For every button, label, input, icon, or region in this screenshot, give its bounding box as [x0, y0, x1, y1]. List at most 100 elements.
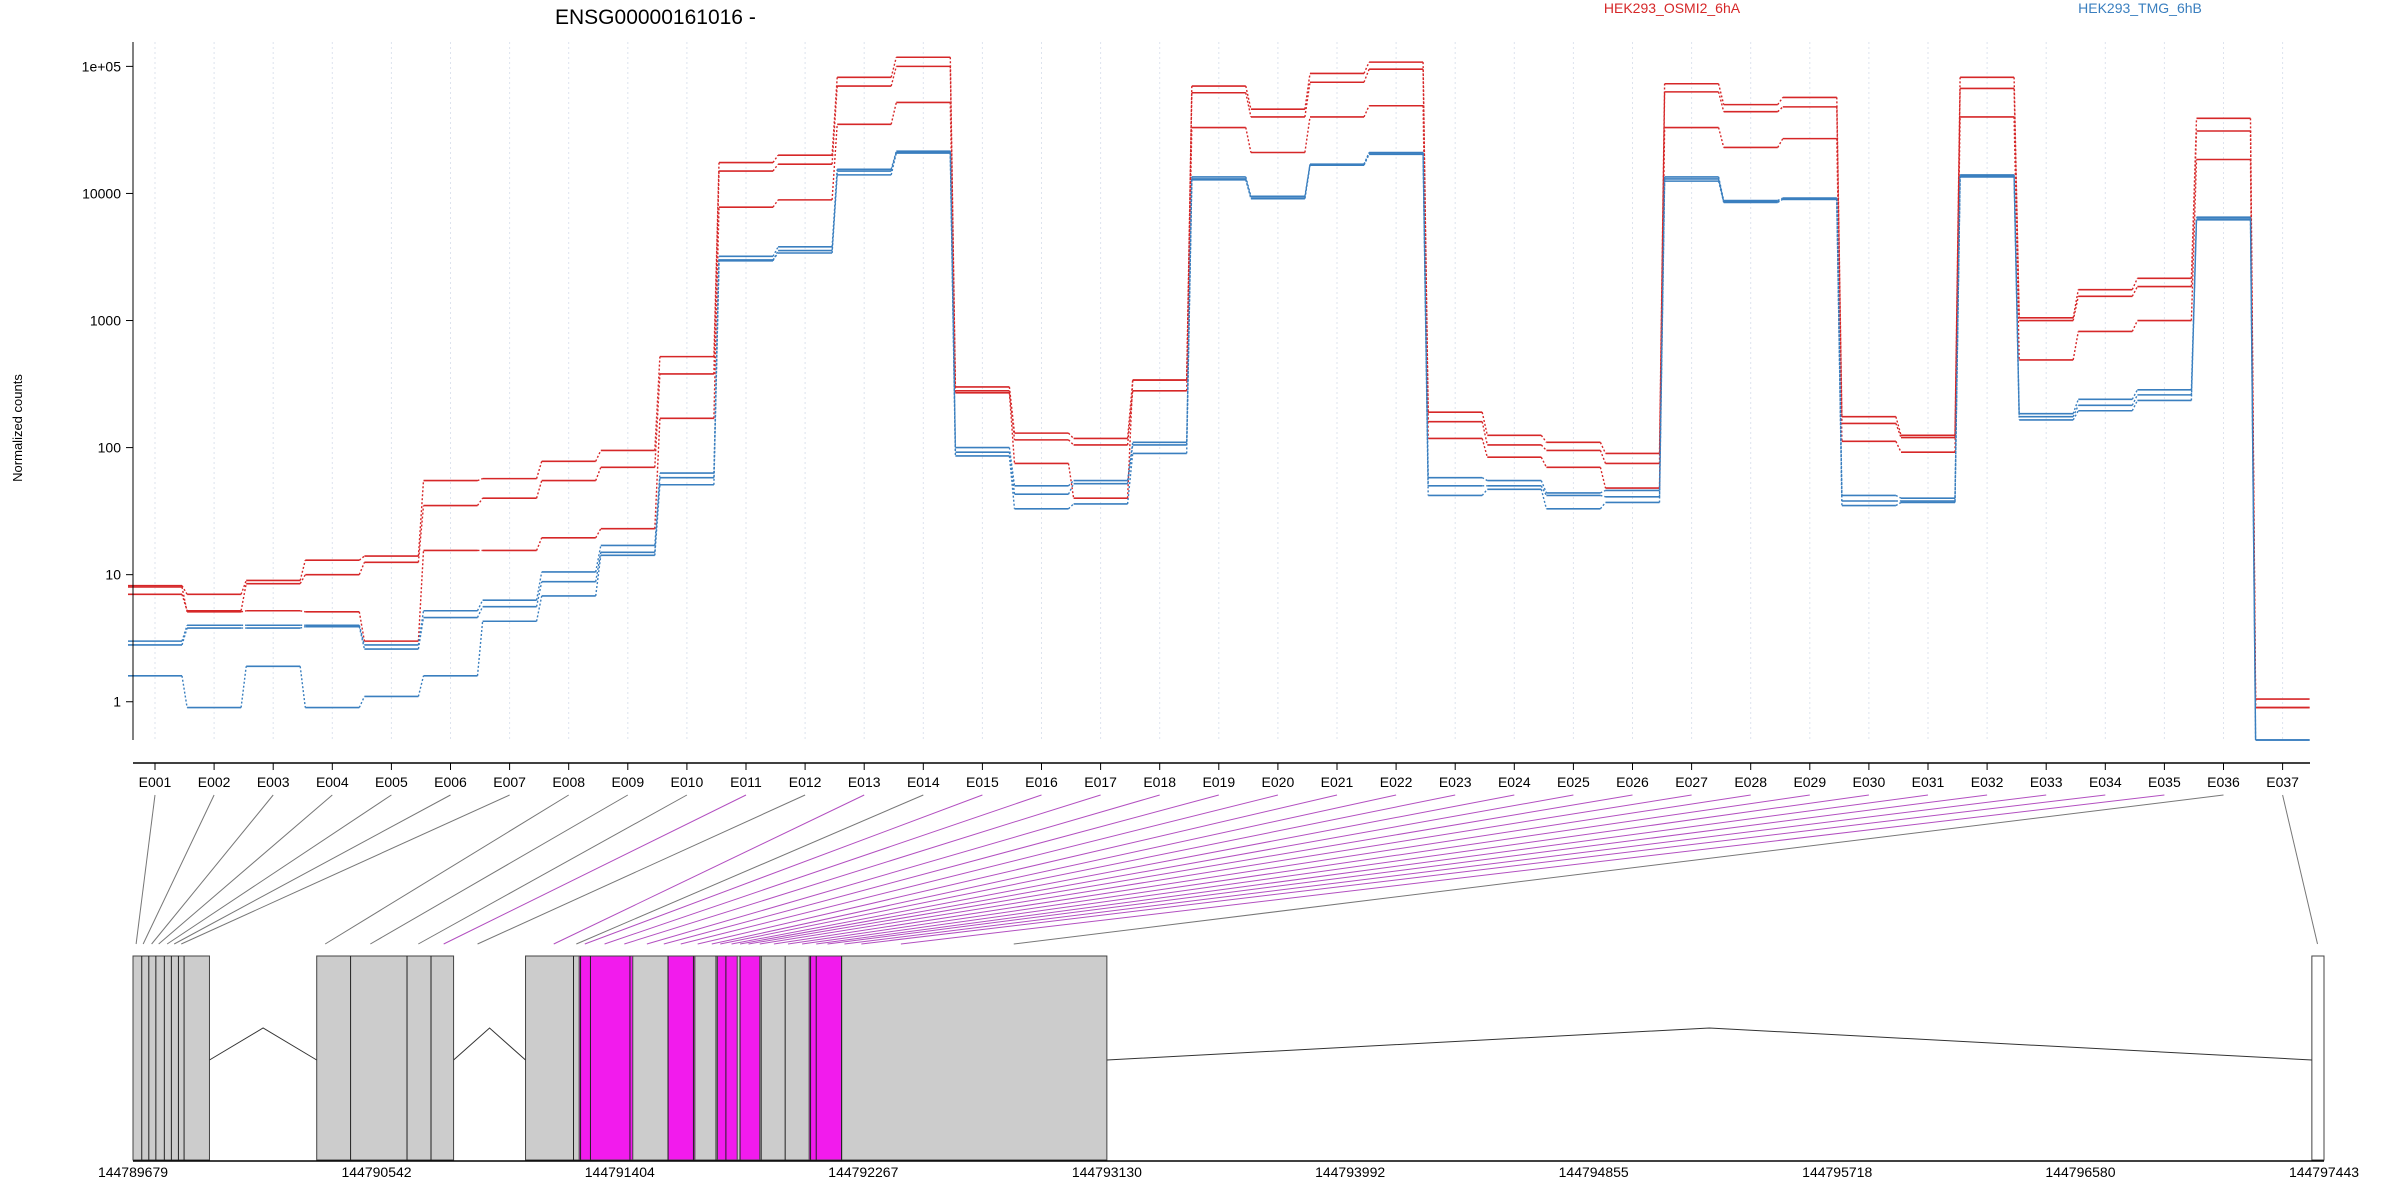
x-tick-label: E001 [139, 774, 172, 790]
connector-segment [2072, 410, 2079, 421]
connector-segment [1067, 463, 1075, 499]
x-tick-label: E009 [611, 774, 644, 790]
connector-segment [181, 585, 188, 595]
connector-segment [713, 259, 720, 485]
connector-segment [595, 545, 602, 573]
highlighted-exon-region [667, 955, 696, 1161]
x-tick-label: E017 [1084, 774, 1117, 790]
connector-segment [772, 252, 779, 261]
intron [209, 1027, 317, 1061]
exon-connector-E029 [787, 794, 1810, 945]
y-tick-label: 10000 [82, 185, 121, 201]
connector-segment [1304, 116, 1311, 153]
coordinate-tick-label: 144790542 [341, 1164, 411, 1180]
connector-segment [358, 611, 366, 642]
connector-segment [1836, 138, 1843, 442]
connector-segment [476, 497, 484, 506]
connector-segment [417, 480, 425, 557]
x-tick-label: E012 [789, 774, 822, 790]
x-tick-label: E007 [493, 774, 526, 790]
exon-connector-E016 [604, 794, 1042, 945]
connector-segment [1067, 483, 1075, 495]
coordinate-tick-label: 144797443 [2289, 1164, 2359, 1180]
connector-segment [1363, 61, 1370, 74]
connector-segment [772, 199, 779, 208]
exon-connector-E010 [418, 794, 688, 945]
exon-connector-E014 [576, 794, 924, 945]
x-tick-label: E029 [1793, 774, 1826, 790]
connector-segment [1600, 494, 1606, 498]
connector-segment [1599, 450, 1607, 464]
connector-segment [476, 599, 484, 612]
connector-segment [1540, 456, 1548, 468]
connector-segment [1186, 179, 1193, 454]
connector-segment [240, 610, 247, 613]
connector-segment [2072, 296, 2079, 321]
genomic-coordinate-axis: 144789679 144790542 144791404 144792267 1447… [98, 1160, 2359, 1180]
connector-segment [240, 583, 247, 611]
connector-segment [1717, 127, 1725, 148]
connector-segment [772, 163, 779, 172]
connector-segment [949, 153, 957, 456]
connector-segment [1304, 82, 1311, 118]
connector-segment [654, 418, 661, 529]
x-tick-label: E035 [2148, 774, 2181, 790]
series-4 [128, 150, 2310, 741]
exon-connector-E005 [166, 794, 392, 945]
connector-segment [1068, 503, 1075, 510]
connector-segment [890, 102, 897, 125]
legend-entry: HEK293_TMG_6hB [2078, 0, 2202, 16]
connector-segment [2249, 219, 2257, 741]
legend: HEK293_OSMI2_6hA HEK293_TMG_6hB [1604, 0, 2202, 16]
connector-segment [713, 171, 720, 374]
exon-connector-E006 [173, 794, 451, 945]
series-5 [128, 151, 2310, 741]
connector-segment [535, 537, 543, 551]
connector-segment [2131, 389, 2139, 400]
connector-segment [535, 595, 543, 622]
x-tick-label: E027 [1675, 774, 1708, 790]
exon-block [316, 955, 455, 1161]
connector-segment [1717, 91, 1725, 112]
exon-connector-E026 [748, 794, 1633, 945]
connector-segment [1008, 455, 1016, 509]
connector-segment [1363, 68, 1370, 83]
connector-segment [1540, 444, 1547, 451]
connector-segment [299, 574, 306, 584]
legend-entry: HEK293_OSMI2_6hA [1604, 0, 1741, 16]
x-tick-label: E034 [2089, 774, 2122, 790]
coordinate-tick-label: 144791404 [585, 1164, 655, 1180]
connector-segment [1540, 489, 1548, 509]
coordinate-tick-label: 144793130 [1072, 1164, 1142, 1180]
exon-connector-E022 [711, 794, 1397, 945]
connector-segment [535, 571, 543, 601]
x-tick-label: E025 [1557, 774, 1590, 790]
connector-segment [713, 207, 720, 419]
exon-connector-E001 [135, 794, 156, 945]
exon-connector-E028 [773, 794, 1751, 945]
intron [1106, 1027, 2312, 1061]
connector-segment [595, 467, 602, 481]
exon-connector-E024 [731, 794, 1515, 945]
connector-segment [1363, 152, 1370, 165]
connector-segment [300, 610, 306, 613]
connector-segment [2013, 175, 2020, 420]
exon-connector-E015 [584, 794, 983, 945]
connector-segment [949, 57, 957, 387]
exon-connector-E020 [680, 794, 1279, 945]
connector-segment [2131, 400, 2139, 412]
connector-segment [2072, 331, 2079, 361]
exon-connector-E023 [720, 794, 1456, 945]
x-axis: E001 E002 E003 E004 E005 E006 E007 E008 E009 E010… [133, 762, 2310, 790]
exon-connector-E013 [553, 794, 865, 945]
x-tick-label: E037 [2266, 774, 2299, 790]
connector-segment [1008, 447, 1016, 486]
connector-segment [181, 586, 188, 612]
connector-segment [417, 610, 425, 646]
connector-segment [535, 461, 543, 479]
exon-connector-E004 [158, 794, 333, 945]
connector-segment [1658, 178, 1666, 497]
y-axis-label: Normalized counts [10, 374, 25, 482]
coordinate-tick-label: 144793992 [1315, 1164, 1385, 1180]
connector-segment [1304, 165, 1311, 199]
